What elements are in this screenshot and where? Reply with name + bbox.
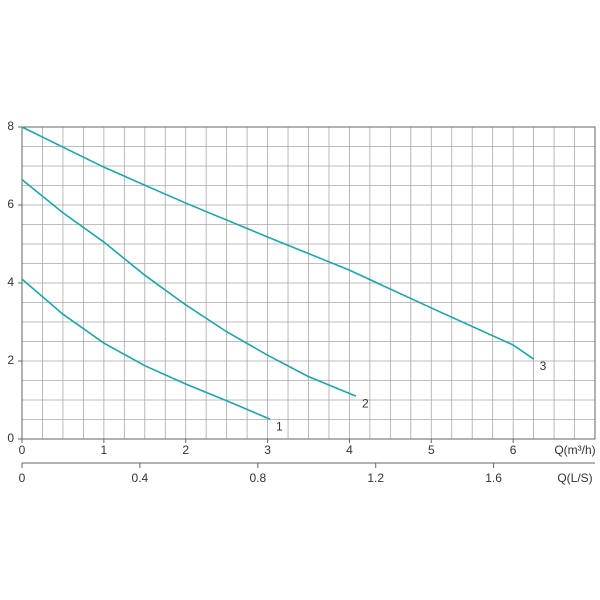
curve (21, 278, 271, 420)
y-tick-label: 8 (7, 119, 14, 133)
x-tick-label: 2 (182, 443, 189, 457)
curve (21, 179, 357, 397)
x2-tick-label: 1.6 (485, 471, 502, 485)
y-tick-label: 0 (7, 431, 14, 445)
x-axis-title: Q(m³/h) (554, 443, 595, 457)
x-tick-label: 3 (264, 443, 271, 457)
x-tick-label: 0 (19, 443, 26, 457)
curve-label: 2 (362, 396, 369, 410)
x2-tick-label: 0.4 (132, 471, 149, 485)
x-tick-label: 6 (510, 443, 517, 457)
x2-tick-label: 0 (19, 471, 26, 485)
y-tick-label: 4 (7, 275, 14, 289)
y-tick-label: 2 (7, 353, 14, 367)
y-tick-label: 6 (7, 197, 14, 211)
x2-tick-label: 1.2 (367, 471, 384, 485)
x-tick-label: 1 (101, 443, 108, 457)
curve-label: 3 (540, 359, 547, 373)
x2-tick-label: 0.8 (249, 471, 266, 485)
curve (21, 126, 535, 360)
x-tick-label: 4 (346, 443, 353, 457)
curve-label: 1 (276, 419, 283, 433)
x-tick-label: 5 (428, 443, 435, 457)
x2-axis-title: Q(L/S) (557, 471, 592, 485)
